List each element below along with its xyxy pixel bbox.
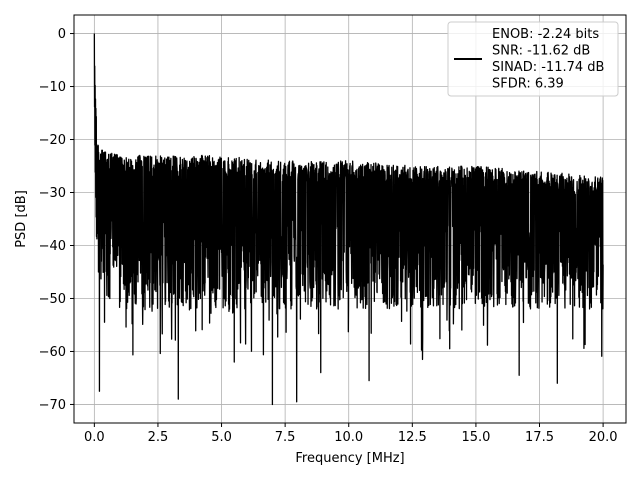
legend-sinad: SINAD: -11.74 dB: [492, 60, 604, 75]
x-tick-label: 12.5: [398, 430, 427, 445]
x-tick-label: 7.5: [275, 430, 296, 445]
y-tick-label: 0: [58, 27, 66, 42]
y-tick-label: −20: [39, 133, 66, 148]
x-tick-label: 2.5: [148, 430, 169, 445]
x-tick-label: 20.0: [589, 430, 618, 445]
y-tick-label: −60: [39, 345, 66, 360]
legend-sfdr: SFDR: 6.39: [492, 77, 564, 92]
axes-frame: [73, 14, 627, 424]
legend: ENOB: -2.24 bits SNR: -11.62 dB SINAD: -…: [447, 21, 619, 97]
x-tick-label: 10.0: [334, 430, 363, 445]
legend-snr: SNR: -11.62 dB: [492, 44, 590, 59]
x-tick-label: 5.0: [211, 430, 232, 445]
x-tick-label: 0.0: [84, 430, 105, 445]
y-axis-ticks: 0 −10 −20 −30 −40 −50 −60 −70: [39, 27, 74, 413]
legend-enob: ENOB: -2.24 bits: [492, 27, 599, 42]
y-tick-label: −70: [39, 398, 66, 413]
x-tick-label: 15.0: [461, 430, 490, 445]
y-tick-label: −10: [39, 80, 66, 95]
psd-series: [93, 33, 604, 406]
psd-trace: [93, 33, 604, 406]
x-axis-ticks: 0.0 2.5 5.0 7.5 10.0 12.5 15.0 17.5 20.0: [84, 423, 618, 445]
legend-box: [447, 21, 619, 97]
y-tick-label: −30: [39, 186, 66, 201]
y-axis-label: PSD [dB]: [14, 190, 29, 248]
x-tick-label: 17.5: [525, 430, 554, 445]
y-tick-label: −50: [39, 292, 66, 307]
y-tick-label: −40: [39, 239, 66, 254]
x-axis-label: Frequency [MHz]: [295, 451, 404, 466]
